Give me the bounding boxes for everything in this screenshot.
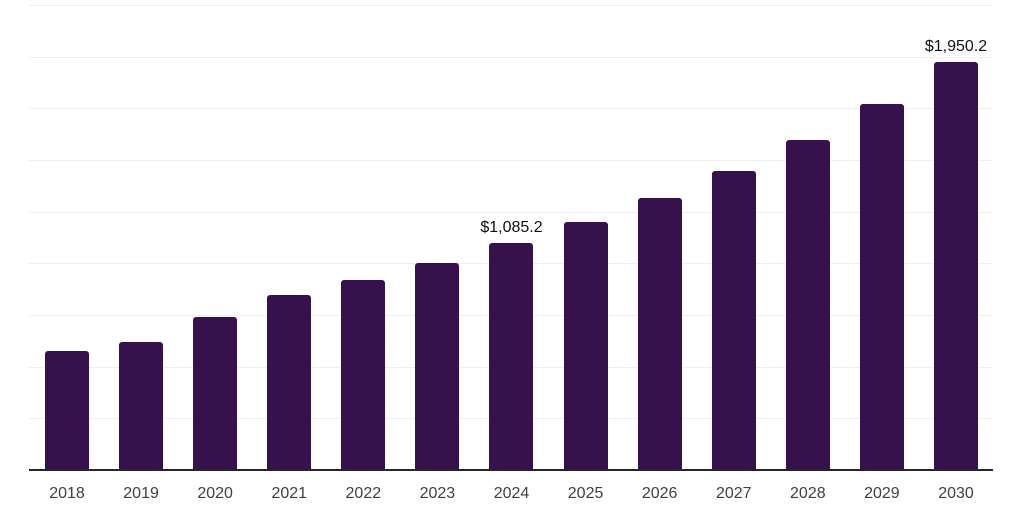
bar-2019 <box>119 341 164 470</box>
bar-2025 <box>563 221 608 470</box>
gridline <box>29 211 993 213</box>
x-axis-line <box>29 469 993 471</box>
gridline <box>29 160 993 161</box>
x-axis-label-2030: 2030 <box>938 485 974 502</box>
data-label-2024: $1,085.2 <box>480 218 543 236</box>
bar-2028 <box>785 139 830 470</box>
bar-2026 <box>637 198 682 470</box>
bar-2024 <box>489 242 534 470</box>
x-axis-label-2022: 2022 <box>345 485 382 502</box>
data-label-2030: $1,950.2 <box>924 38 988 55</box>
x-axis-label-2020: 2020 <box>197 485 233 502</box>
gridline <box>29 5 993 6</box>
x-axis-label-2023: 2023 <box>419 485 456 502</box>
x-axis-label-2021: 2021 <box>271 485 308 502</box>
gridline <box>29 56 993 58</box>
bar-2018 <box>45 350 89 470</box>
bar-2027 <box>711 170 756 470</box>
x-axis-label-2028: 2028 <box>790 485 826 502</box>
bar-2021 <box>267 294 312 470</box>
x-axis-label-2024: 2024 <box>493 485 530 502</box>
x-axis-label-2027: 2027 <box>715 485 752 502</box>
x-axis-label-2018: 2018 <box>49 485 85 502</box>
bar-2023 <box>415 262 460 470</box>
bar-2030 <box>933 62 978 470</box>
bar-2029 <box>859 103 904 470</box>
plot-area: $1,085.2 $1,950.2 <box>29 5 993 471</box>
x-axis-label-2025: 2025 <box>567 485 604 502</box>
x-axis-label-2019: 2019 <box>123 485 159 502</box>
bar-2020 <box>193 317 238 470</box>
x-axis-label-2026: 2026 <box>641 485 678 502</box>
x-axis-label-2029: 2029 <box>864 485 900 502</box>
bar-2022 <box>341 280 386 470</box>
gridline <box>29 108 993 110</box>
